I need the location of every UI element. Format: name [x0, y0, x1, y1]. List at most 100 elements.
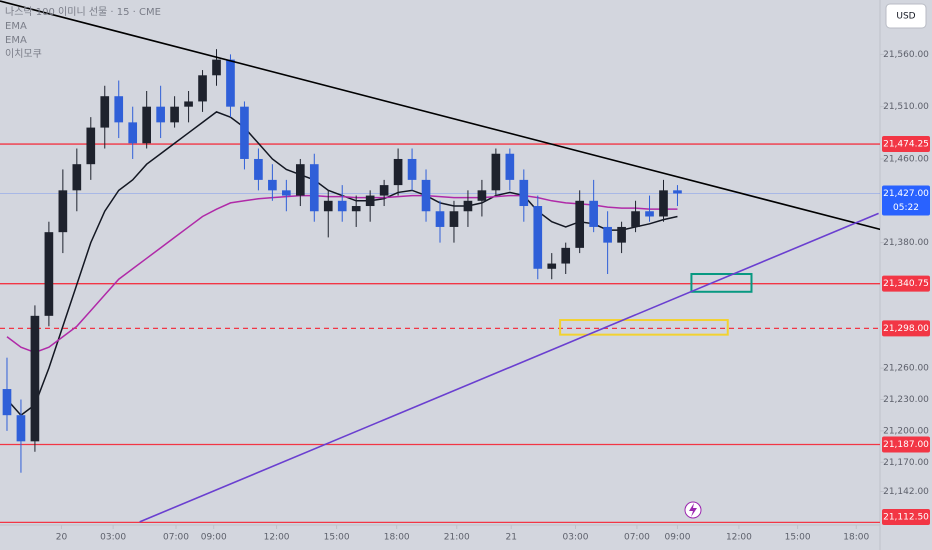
candle-body: [212, 59, 221, 76]
candle-body: [240, 106, 249, 159]
candle-body: [463, 200, 473, 212]
candle-body: [393, 158, 403, 186]
candle-body: [435, 211, 445, 227]
candle-body: [44, 232, 54, 316]
trendline: [139, 212, 879, 523]
candle-body: [100, 96, 110, 128]
x-tick-label: 03:00: [563, 533, 589, 543]
candle-body: [421, 179, 431, 212]
candle-body: [365, 195, 375, 207]
candle-body: [184, 101, 193, 107]
candle-body: [170, 106, 179, 123]
x-tick-label: 12:00: [726, 533, 752, 543]
x-tick-label: 07:00: [624, 533, 650, 543]
candle-body: [547, 263, 557, 269]
y-tick-label: 21,460.00: [883, 154, 929, 164]
y-tick-label: 21,142.00: [883, 487, 929, 497]
candle-body: [16, 415, 26, 442]
x-tick-label: 21: [506, 533, 517, 543]
candle-body: [477, 190, 487, 201]
candle-body: [575, 200, 585, 248]
candle-body: [491, 153, 501, 191]
candle-body: [114, 96, 124, 123]
y-tick-label: 21,200.00: [883, 426, 929, 436]
x-tick-label: 15:00: [785, 533, 811, 543]
price-badge-label: 21,340.75: [883, 279, 929, 289]
price-badge-label: 21,427.00: [883, 189, 929, 199]
candle-body: [128, 122, 138, 144]
x-tick-label: 03:00: [100, 533, 126, 543]
candle-body: [519, 179, 529, 207]
legend-entry: 이치모쿠: [5, 48, 42, 60]
y-tick-label: 21,230.00: [883, 395, 929, 405]
x-tick-label: 15:00: [324, 533, 350, 543]
trendline: [0, 0, 880, 231]
candle-body: [379, 185, 389, 196]
y-tick-label: 21,560.00: [883, 50, 929, 60]
price-badge: [882, 436, 930, 453]
candle-body: [309, 164, 319, 212]
candle-body: [58, 190, 68, 233]
price-badge: [882, 320, 930, 337]
candle-body: [673, 190, 682, 194]
candle-body: [72, 164, 82, 191]
y-tick-label: 21,510.00: [883, 102, 929, 112]
candle-body: [351, 206, 361, 212]
candle-body: [282, 190, 291, 196]
price-badge: [882, 185, 930, 216]
candle-body: [603, 226, 612, 243]
y-tick-label: 21,380.00: [883, 238, 929, 248]
candle-body: [198, 75, 207, 102]
candle-body: [561, 247, 571, 264]
candle-body: [589, 200, 598, 227]
price-badge: [882, 275, 930, 292]
candle-body: [86, 127, 96, 165]
candle-body: [645, 211, 654, 217]
candle-body: [30, 315, 40, 442]
candle-body: [449, 211, 459, 227]
candle-body: [2, 389, 12, 416]
x-tick-label: 18:00: [384, 533, 410, 543]
annotation-box: [690, 273, 753, 293]
candle-body: [226, 59, 235, 107]
x-tick-label: 12:00: [264, 533, 290, 543]
price-badge-label: 21,298.00: [883, 324, 929, 334]
x-tick-label: 18:00: [843, 533, 869, 543]
price-badge-label: 21,474.25: [883, 140, 929, 150]
candle-body: [156, 106, 165, 123]
annotation-box: [559, 319, 729, 336]
candle-body: [407, 158, 417, 180]
price-badge-label: 21,187.00: [883, 440, 929, 450]
currency-button[interactable]: [885, 3, 927, 29]
price-badge-label: 21,112.50: [883, 513, 929, 523]
candle-body: [254, 158, 263, 180]
x-tick-label: 07:00: [163, 533, 189, 543]
candle-body: [323, 200, 333, 212]
x-tick-label: 09:00: [201, 533, 227, 543]
candle-body: [142, 106, 151, 144]
candle-body: [505, 153, 515, 180]
x-tick-label: 21:00: [444, 533, 470, 543]
y-tick-label: 21,170.00: [883, 458, 929, 468]
candle-body: [631, 211, 640, 227]
candle-body: [533, 206, 543, 269]
currency-label[interactable]: USD: [896, 12, 915, 22]
candle-body: [617, 226, 626, 243]
event-icon-glyph: [689, 503, 697, 517]
plot-area: [0, 0, 880, 524]
candle-body: [295, 164, 305, 196]
chart-title: 나스닥 100 이미니 선물 · 15 · CME: [5, 6, 161, 18]
x-tick-label: 20: [56, 533, 68, 543]
candle-body: [337, 200, 347, 212]
axes: 21,560.00 21,510.00 21,460.00 21,380.00 21,2…: [56, 50, 930, 543]
price-badge: [882, 509, 930, 525]
candle-body: [659, 190, 668, 217]
x-tick-label: 09:00: [664, 533, 690, 543]
legend-entry: EMA: [5, 35, 27, 46]
legend-entry: EMA: [5, 21, 27, 32]
countdown-label: 05:22: [893, 203, 919, 213]
candle-body: [268, 179, 277, 191]
y-tick-label: 21,260.00: [883, 364, 929, 374]
